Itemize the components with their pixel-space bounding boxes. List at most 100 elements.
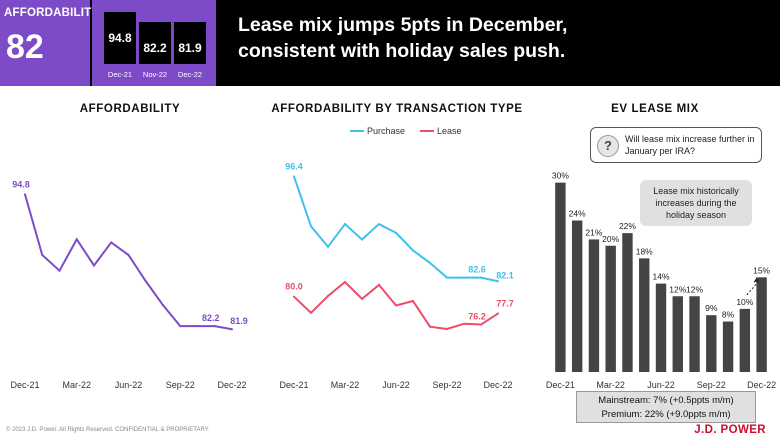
lease-bar-3 [605,245,616,372]
lease-point-5 [378,283,380,286]
affordability-point-2 [58,269,61,272]
lease-bar-label-1: 24% [569,209,586,219]
chart3-tick-4: Dec-22 [747,380,776,390]
holiday-note-callout: Lease mix historically increases during … [640,180,752,226]
increase-arrow-head [753,277,759,283]
lease-bar-1 [571,220,583,372]
affordability-label-2: 81.9 [230,316,248,326]
chart2-tick-4: Dec-22 [483,380,512,390]
affordability-point-6 [127,254,130,256]
mini-label-dec22: Dec-22 [177,70,203,79]
mini-bar-nov22: 82.2 [139,22,171,64]
lease-bar-label-11: 10% [736,297,753,307]
type-label-4: 76.2 [468,312,486,322]
lease-bar-7 [672,296,683,372]
affordability-point-0 [24,193,26,196]
mini-bar-dec21: 94.8 [104,12,136,64]
lease-bar-label-2: 21% [585,227,602,237]
brand-logo: J.D. POWER [694,424,766,436]
purchase-point-11 [480,276,482,279]
increase-arrow [746,280,759,296]
lease-bar-0 [555,182,566,372]
purchase-point-5 [378,223,380,226]
lease-bar-label-7: 12% [669,284,686,294]
affordability-point-9 [179,325,182,328]
lease-point-10 [463,322,465,325]
affordability-point-5 [110,241,113,244]
purchase-point-10 [463,276,465,279]
type-label-1: 82.6 [468,265,486,275]
purchase-point-3 [344,223,346,226]
ira-question-callout: ? Will lease mix increase further in Jan… [590,127,762,163]
kpi-affordability: AFFORDABILITY 82 [0,0,99,86]
lease-bar-label-6: 14% [652,272,669,282]
ev-lease-mix-chart: 30%24%21%20%22%18%14%12% 12%9%8%10%15%Dec… [546,171,776,390]
lease-point-0 [293,295,295,298]
type-label-2: 82.1 [496,270,514,280]
mainstream-summary: Mainstream: 7% (+0.5ppts m/m) [598,395,734,406]
lease-point-7 [412,300,414,303]
chart1-tick-1: Mar-22 [62,380,91,390]
legend-label-lease: Lease [437,126,462,136]
chart2-tick-2: Jun-22 [382,380,410,390]
affordability-label-1: 82.2 [202,313,220,323]
lease-bar-5 [639,258,650,372]
lease-bar-8 [689,296,700,372]
affordability-point-7 [144,280,147,283]
purchase-point-1 [310,225,312,228]
lease-bar-4 [622,233,633,372]
purchase-point-12 [497,280,499,283]
lease-point-12 [497,312,499,315]
chart1-title: AFFORDABILITY [79,103,181,115]
chart3-tick-1: Mar-22 [596,380,625,390]
affordability-line-chart: 94.8 82.2 81.9 Dec-21 Mar-22 Jun-22 Sep-22 Dec-… [10,179,248,390]
mini-label-nov22: Nov-22 [142,70,168,79]
lease-bar-label-0: 30% [552,171,569,181]
lease-bar-2 [588,239,600,372]
purchase-point-0 [293,175,295,178]
legend-label-purchase: Purchase [367,126,405,136]
type-label-0: 96.4 [285,161,303,171]
headline: Lease mix jumps 5pts in December, consis… [238,12,758,64]
lease-bar-12 [756,277,767,372]
lease-bar-9 [706,315,717,372]
lease-bar-label-4: 22% [619,221,636,231]
lease-bar-label-5: 18% [636,246,653,256]
purchase-point-9 [446,276,448,279]
lease-point-9 [446,327,448,330]
purchase-point-6 [395,231,397,234]
headline-line-2: consistent with holiday sales push. [238,40,566,62]
chart1-tick-3: Sep-22 [166,380,195,390]
chart2-tick-3: Sep-22 [432,380,461,390]
lease-point-11 [480,323,482,326]
affordability-point-3 [75,238,78,241]
type-label-5: 77.7 [496,299,514,309]
lease-point-8 [429,325,431,328]
segment-summary-box: Mainstream: 7% (+0.5ppts m/m) Premium: 2… [576,391,756,423]
lease-bar-label-12: 15% [753,265,770,275]
lease-bar-label-10: 8% [722,310,735,320]
chart3-title: EV LEASE MIX [611,103,699,115]
kpi-label: AFFORDABILITY [4,7,100,19]
lease-bar-label-3: 20% [602,234,619,244]
header-banner: AFFORDABILITY 82 94.8 82.2 81.9 Dec-21 N… [0,0,780,86]
lease-point-3 [344,281,346,283]
affordability-line [24,194,233,331]
affordability-point-1 [41,254,44,256]
lease-bar-6 [655,283,667,372]
lease-bar-label-9: 9% [705,303,718,313]
chart2-title: AFFORDABILITY BY TRANSACTION TYPE [271,103,523,115]
chart3-tick-2: Jun-22 [647,380,675,390]
chart1-tick-2: Jun-22 [115,380,143,390]
question-text: Will lease mix increase further in Janua… [625,134,755,156]
premium-summary: Premium: 22% (+9.0ppts m/m) [601,409,731,420]
purchase-point-7 [412,249,414,252]
purchase-point-8 [429,261,431,264]
lease-bar-11 [739,308,751,372]
affordability-point-4 [93,264,95,267]
affordability-by-type-chart: Purchase Lease 96.4 82.6 82.1 80.0 76.2 77.7 Dec… [279,126,514,390]
affordability-point-12 [231,328,233,331]
chart2-tick-1: Mar-22 [331,380,360,390]
kpi-mini-panel: 94.8 82.2 81.9 Dec-21 Nov-22 Dec-22 [92,0,216,86]
chart3-tick-0: Dec-21 [546,380,575,390]
